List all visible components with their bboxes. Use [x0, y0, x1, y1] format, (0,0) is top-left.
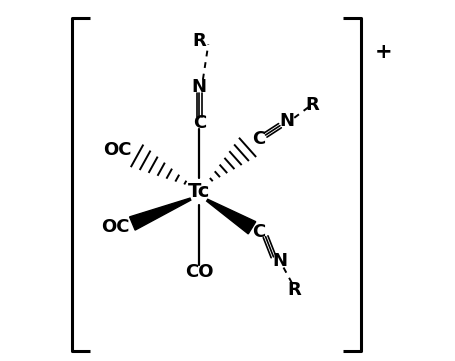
Text: R: R: [305, 96, 318, 114]
Text: OC: OC: [102, 141, 131, 159]
Text: CO: CO: [185, 263, 213, 281]
Text: C: C: [251, 223, 264, 242]
Text: R: R: [192, 32, 206, 50]
Text: C: C: [251, 130, 264, 148]
Text: OC: OC: [101, 218, 129, 236]
Text: Tc: Tc: [188, 182, 210, 201]
Text: C: C: [192, 114, 206, 132]
Polygon shape: [129, 198, 190, 230]
Text: N: N: [192, 78, 207, 96]
Text: +: +: [374, 42, 392, 61]
Text: R: R: [287, 281, 300, 299]
Text: N: N: [279, 112, 294, 130]
Text: N: N: [272, 252, 287, 270]
Polygon shape: [206, 199, 255, 234]
